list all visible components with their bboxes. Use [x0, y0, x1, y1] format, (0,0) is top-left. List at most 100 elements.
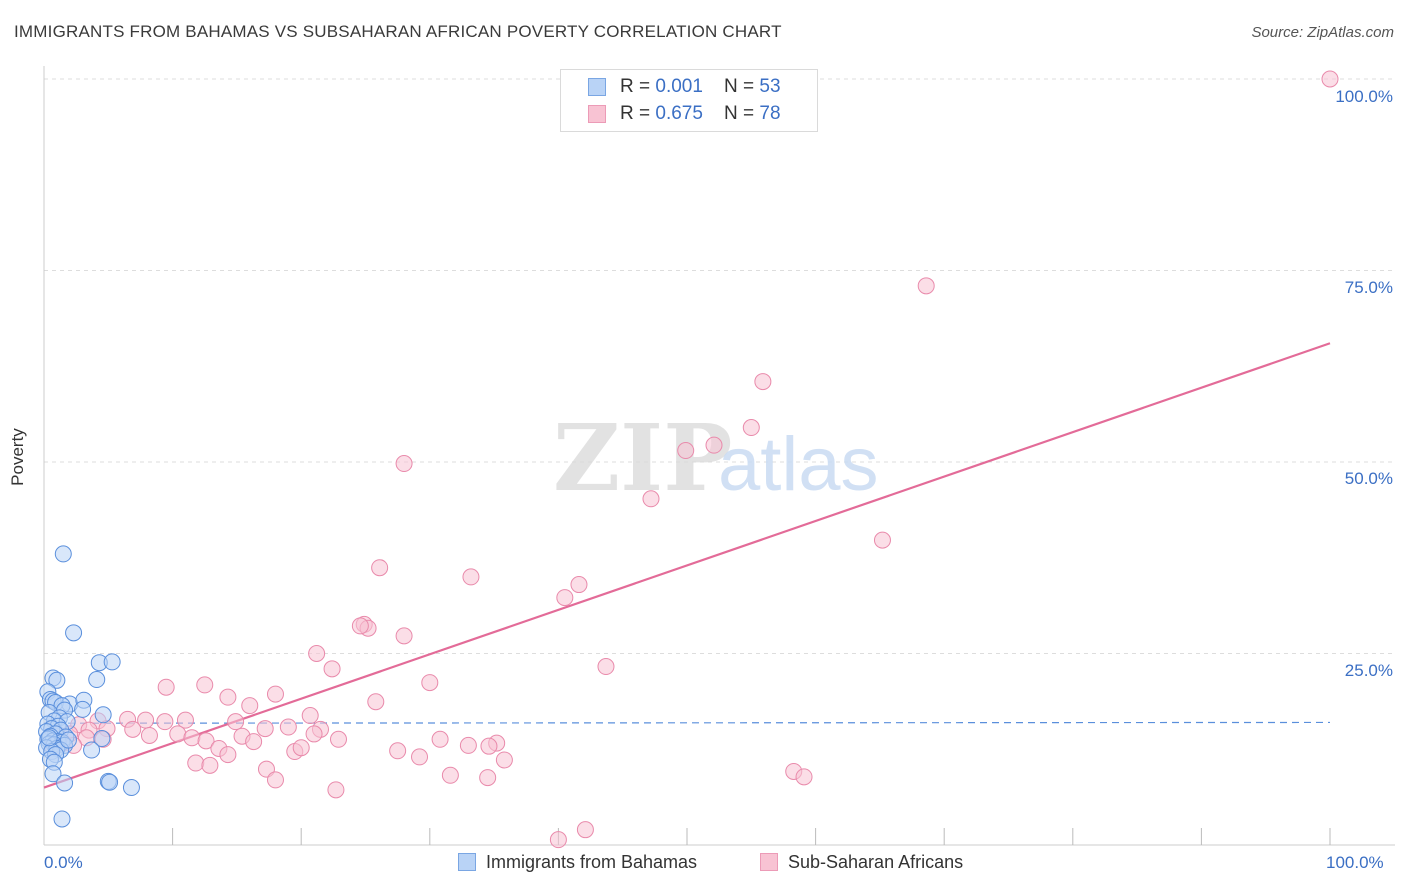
- data-point-subsaharan: [462, 568, 480, 586]
- legend-n-value: 78: [759, 103, 781, 124]
- data-point-subsaharan: [176, 711, 194, 729]
- data-point-bahamas: [54, 545, 72, 563]
- legend-swatch-pink: [588, 105, 606, 123]
- data-point-subsaharan: [329, 730, 347, 748]
- y-tick-label-75: 75.0%: [1344, 278, 1393, 297]
- data-point-subsaharan: [301, 707, 319, 725]
- data-point-subsaharan: [266, 685, 284, 703]
- legend-n-label: N =: [724, 103, 760, 124]
- data-point-bahamas: [101, 773, 119, 791]
- data-point-subsaharan: [156, 713, 174, 731]
- data-points: [38, 70, 1339, 849]
- data-point-subsaharan: [323, 660, 341, 678]
- data-point-subsaharan: [183, 729, 201, 747]
- data-point-subsaharan: [479, 769, 497, 787]
- legend-n-label: N =: [724, 76, 760, 97]
- data-point-bahamas: [53, 810, 71, 828]
- bottom-legend-swatch-pink: [760, 853, 778, 871]
- data-point-bahamas: [93, 730, 111, 748]
- data-point-subsaharan: [219, 746, 237, 764]
- y-axis-label: Poverty: [8, 428, 27, 486]
- data-point-bahamas: [74, 700, 92, 718]
- data-point-subsaharan: [597, 658, 615, 676]
- data-point-subsaharan: [754, 373, 772, 391]
- data-point-subsaharan: [245, 733, 263, 751]
- data-point-subsaharan: [256, 720, 274, 738]
- data-point-bahamas: [88, 671, 106, 689]
- data-point-subsaharan: [197, 732, 215, 750]
- data-point-bahamas: [65, 624, 83, 642]
- data-point-subsaharan: [556, 589, 574, 607]
- data-point-bahamas: [48, 671, 66, 689]
- data-point-subsaharan: [411, 748, 429, 766]
- data-point-subsaharan: [279, 718, 297, 736]
- data-point-subsaharan: [351, 617, 369, 635]
- legend-r-label: R =: [620, 76, 656, 97]
- trend-line-bahamas: [43, 721, 1331, 724]
- data-point-bahamas: [103, 653, 121, 671]
- data-point-bahamas: [122, 779, 140, 797]
- x-tick-label-100: 100.0%: [1326, 853, 1384, 872]
- y-tick-label-25: 25.0%: [1344, 661, 1393, 680]
- data-point-subsaharan: [795, 768, 813, 786]
- bottom-legend-swatch-blue: [458, 853, 476, 871]
- data-point-subsaharan: [266, 771, 284, 789]
- legend-swatch-blue: [588, 78, 606, 96]
- data-point-subsaharan: [705, 436, 723, 454]
- data-point-subsaharan: [367, 693, 385, 711]
- data-point-bahamas: [44, 765, 62, 783]
- data-point-subsaharan: [196, 676, 214, 694]
- data-point-bahamas: [94, 706, 112, 724]
- legend-n-value: 53: [759, 76, 781, 97]
- trend-lines: [43, 342, 1331, 789]
- data-point-subsaharan: [292, 739, 310, 757]
- data-point-subsaharan: [140, 726, 158, 744]
- data-point-subsaharan: [389, 742, 407, 760]
- data-point-subsaharan: [431, 730, 449, 748]
- data-point-subsaharan: [371, 559, 389, 577]
- data-point-subsaharan: [570, 576, 588, 594]
- data-point-subsaharan: [227, 713, 245, 731]
- data-point-subsaharan: [576, 821, 594, 839]
- data-point-bahamas: [83, 741, 101, 759]
- data-point-subsaharan: [480, 737, 498, 755]
- data-point-subsaharan: [241, 697, 259, 715]
- data-point-subsaharan: [917, 277, 935, 295]
- y-tick-label-100: 100.0%: [1335, 87, 1393, 106]
- trend-line-subsaharan: [43, 342, 1331, 789]
- data-point-subsaharan: [157, 678, 175, 696]
- data-point-subsaharan: [169, 725, 187, 743]
- bottom-legend-subsaharan: Sub-Saharan Africans: [760, 852, 963, 873]
- watermark-atlas: atlas: [718, 422, 879, 507]
- legend-r-value: 0.675: [655, 103, 703, 124]
- correlation-legend: R = 0.001 N = 53 R = 0.675 N = 78: [560, 69, 818, 132]
- bottom-legend-bahamas: Immigrants from Bahamas: [458, 852, 697, 873]
- x-tick-label-0: 0.0%: [44, 853, 83, 872]
- source-label: Source: ZipAtlas.com: [1251, 24, 1394, 41]
- data-point-subsaharan: [421, 674, 439, 692]
- data-point-subsaharan: [873, 531, 891, 549]
- grid-lines: [44, 78, 1395, 654]
- legend-r-value: 0.001: [655, 76, 703, 97]
- data-point-subsaharan: [549, 831, 567, 849]
- data-point-subsaharan: [677, 442, 695, 460]
- data-point-subsaharan: [187, 754, 205, 772]
- data-point-subsaharan: [219, 688, 237, 706]
- data-point-subsaharan: [395, 627, 413, 645]
- data-point-bahamas: [59, 731, 77, 749]
- data-point-subsaharan: [1321, 70, 1339, 88]
- data-point-subsaharan: [201, 756, 219, 774]
- legend-r-label: R =: [620, 103, 656, 124]
- chart-title: IMMIGRANTS FROM BAHAMAS VS SUBSAHARAN AF…: [14, 22, 782, 41]
- data-point-subsaharan: [124, 720, 142, 738]
- data-point-bahamas: [40, 729, 58, 747]
- data-point-subsaharan: [495, 751, 513, 769]
- bottom-legend-label: Immigrants from Bahamas: [486, 852, 698, 872]
- data-point-bahamas: [56, 774, 74, 792]
- data-point-subsaharan: [441, 766, 459, 784]
- y-tick-label-50: 50.0%: [1344, 469, 1393, 488]
- data-point-subsaharan: [459, 736, 477, 754]
- data-point-subsaharan: [395, 455, 413, 473]
